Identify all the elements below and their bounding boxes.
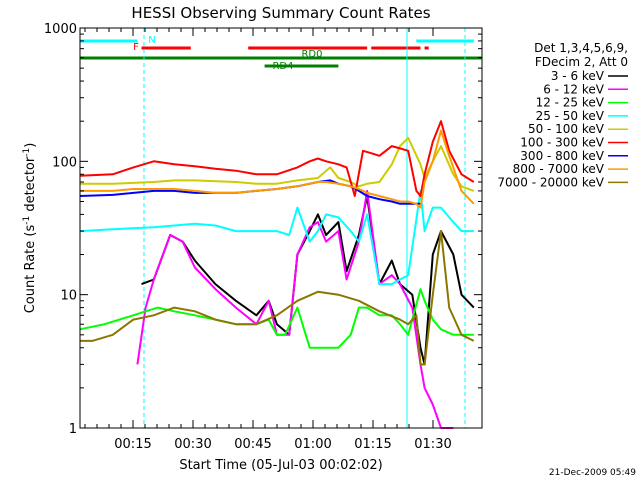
y-axis-label-sup1: -1 [22, 216, 32, 225]
y-tick-label-3: 1000 [44, 22, 77, 37]
annotation-label-f: F [133, 42, 139, 53]
annotation-bars: NF RD0 RD4 [80, 35, 482, 72]
legend-header-line1: Det 1,3,4,5,6,9, [534, 41, 628, 55]
series-line-2 [79, 288, 474, 349]
y-tick-label-0: 1 [69, 422, 77, 437]
plot-frame [79, 27, 483, 429]
legend-label-1: 6 - 12 keV [543, 82, 605, 96]
legend-label-0: 3 - 6 keV [551, 69, 605, 83]
x-tick-label-5: 01:30 [414, 437, 451, 452]
y-axis-label-main: Count Rate (s [23, 225, 38, 314]
legend: Det 1,3,4,5,6,9, FDecim 2, Att 0 3 - 6 k… [497, 41, 628, 189]
series-line-7 [80, 129, 475, 209]
chart-title: HESSI Observing Summary Count Rates [131, 4, 430, 22]
x-tick-label-4: 01:15 [354, 437, 391, 452]
legend-label-8: 7000 - 20000 keV [497, 175, 604, 189]
legend-label-4: 50 - 100 keV [528, 122, 605, 136]
footer-timestamp: 21-Dec-2009 05:49 [549, 468, 636, 478]
legend-label-2: 12 - 25 keV [536, 96, 605, 110]
x-tick-label-3: 01:00 [294, 437, 331, 452]
x-ticks: 00:15 00:30 00:45 01:00 01:15 01:30 [84, 28, 452, 452]
y-axis-label-mid: detector [23, 156, 38, 216]
series-line-1 [136, 189, 454, 429]
y-tick-label-1: 10 [60, 289, 77, 304]
annotation-label-rd4: RD4 [272, 61, 293, 72]
y-axis-label-sup2: -1 [22, 148, 32, 157]
annotation-label-rd0: RD0 [301, 49, 322, 60]
series-line-5 [79, 120, 475, 197]
annotation-label-n: N [148, 35, 155, 46]
legend-label-6: 300 - 800 keV [520, 149, 604, 163]
series-line-8 [80, 230, 475, 366]
x-tick-label-0: 00:15 [114, 437, 151, 452]
x-tick-label-2: 00:45 [234, 437, 271, 452]
legend-header-line2: FDecim 2, Att 0 [535, 55, 628, 69]
series-line-3 [79, 189, 474, 286]
y-tick-label-2: 100 [52, 155, 77, 170]
y-axis-label-end: ) [23, 143, 38, 148]
y-axis-label: Count Rate (s-1 detector-1) [22, 143, 38, 314]
legend-label-5: 100 - 300 keV [520, 136, 604, 150]
x-tick-label-1: 00:30 [174, 437, 211, 452]
legend-label-3: 25 - 50 keV [536, 109, 605, 123]
series-group [79, 120, 475, 429]
legend-label-7: 800 - 7000 keV [513, 162, 605, 176]
y-ticks: 1 10 100 1000 [44, 22, 482, 437]
x-axis-label: Start Time (05-Jul-03 00:02:02) [179, 458, 382, 473]
